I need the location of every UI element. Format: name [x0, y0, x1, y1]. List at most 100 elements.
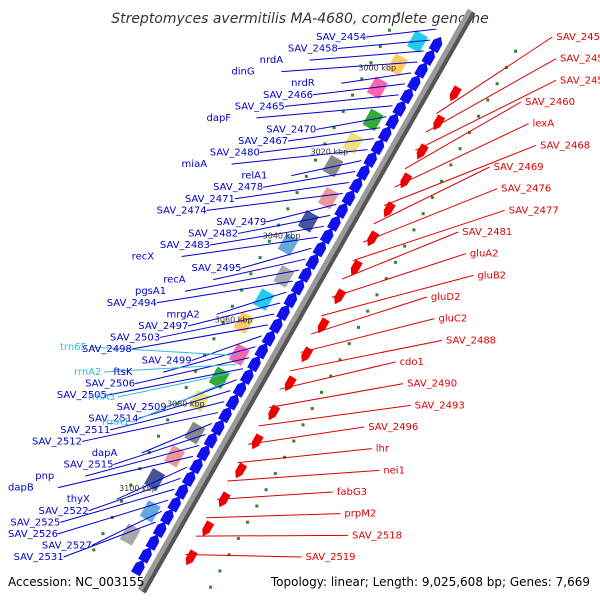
- gene-label: dapF: [206, 113, 231, 124]
- reverse-gene-arrow: [251, 433, 264, 450]
- feature-block: [188, 389, 210, 413]
- tick-dot: [314, 158, 318, 162]
- gene-label: gluD2: [431, 292, 461, 303]
- tick-dot: [212, 337, 216, 341]
- leader-line: [237, 448, 372, 464]
- backbone-line: [137, 8, 473, 592]
- forward-gene-arrow: [247, 355, 261, 373]
- leader-line: [234, 181, 349, 200]
- tick-dot: [332, 126, 336, 130]
- leader-line: [362, 188, 498, 243]
- reverse-gene-arrow: [449, 85, 462, 102]
- leader-line: [289, 339, 443, 372]
- gene-label: SAV_2474: [157, 205, 207, 216]
- gene-label: SAV_2455: [560, 75, 600, 86]
- gene-label: SAV_2482: [188, 228, 238, 239]
- forward-gene-arrow: [312, 241, 327, 258]
- gene-label: SAV_2505: [57, 390, 107, 401]
- forward-gene-arrow: [428, 36, 443, 54]
- reverse-gene-arrow: [350, 259, 363, 276]
- leader-line: [342, 231, 459, 280]
- leader-line: [91, 510, 163, 546]
- forward-gene-arrow: [160, 508, 174, 526]
- gene-label: cdo1: [400, 357, 424, 368]
- gene-label: SAV_2490: [407, 379, 457, 390]
- leader-line: [156, 280, 293, 304]
- gene-label: SAV_2467: [238, 136, 288, 147]
- tick-dot: [375, 293, 379, 297]
- tick-dot: [387, 28, 391, 32]
- leader-line: [135, 357, 250, 385]
- reverse-gene-arrow: [235, 462, 248, 479]
- gene-label: gluA2: [470, 249, 499, 260]
- forward-gene-arrow: [167, 496, 181, 513]
- map-title: Streptomyces avermitilis MA-4680, comple…: [111, 11, 489, 27]
- tick-dot: [329, 374, 333, 378]
- gene-label: miaA: [182, 159, 208, 170]
- leader-line: [415, 79, 557, 151]
- rna-label: rrnA1: [102, 417, 129, 428]
- reverse-gene-arrow: [284, 375, 297, 392]
- forward-gene-arrow: [305, 253, 319, 271]
- tick-dot: [467, 130, 471, 134]
- tick-dot: [347, 342, 351, 346]
- leader-line: [60, 488, 175, 523]
- leader-line: [262, 171, 356, 188]
- gene-label: SAV_2527: [42, 540, 92, 551]
- gene-label: SAV_2460: [525, 97, 575, 108]
- backbone-shadow: [140, 10, 476, 594]
- gene-label: SAV_2450: [556, 32, 600, 43]
- gene-label: SAV_2526: [8, 529, 58, 540]
- leader-line: [216, 491, 333, 500]
- leader-line: [106, 368, 243, 396]
- leader-line: [248, 426, 365, 445]
- feature-block: [139, 500, 161, 523]
- gene-label: SAV_2512: [32, 436, 82, 447]
- gene-label: dapA: [92, 448, 118, 459]
- tick-dot: [397, 12, 401, 16]
- tick-dot: [458, 147, 462, 151]
- leader-line: [206, 192, 343, 211]
- leader-line: [57, 455, 194, 489]
- feature-block: [322, 154, 344, 178]
- forward-gene-arrow: [268, 317, 283, 334]
- forward-gene-arrow: [348, 177, 363, 194]
- leader-line: [89, 346, 242, 357]
- forward-gene-arrow: [334, 202, 348, 220]
- leader-line: [131, 324, 268, 350]
- tick-dot: [369, 61, 373, 65]
- leader-line: [279, 361, 396, 390]
- tick-dot: [236, 536, 240, 540]
- leader-line: [88, 477, 181, 512]
- leader-line: [321, 274, 474, 317]
- gene-label: SAV_2498: [82, 344, 132, 355]
- tick-dot: [92, 548, 96, 552]
- forward-gene-arrow: [210, 419, 225, 437]
- gene-label: nei1: [383, 465, 405, 476]
- leader-line: [209, 225, 324, 246]
- tick-dot: [514, 49, 518, 53]
- forward-gene-arrow: [203, 432, 218, 449]
- gene-label: SAV_2518: [352, 530, 402, 541]
- kbp-label: 3000 kbp: [358, 63, 396, 72]
- tick-dot: [378, 44, 382, 48]
- leader-line: [159, 313, 275, 338]
- gene-label: ftsK: [113, 367, 132, 378]
- tick-dot: [120, 499, 124, 503]
- tick-dot: [227, 553, 231, 557]
- feature-block: [297, 210, 319, 233]
- feature-block: [119, 523, 141, 546]
- feature-block: [366, 76, 388, 100]
- leader-line: [404, 101, 522, 170]
- forward-gene-arrow: [421, 49, 436, 66]
- gene-label: SAV_2483: [160, 240, 210, 251]
- forward-gene-arrow: [392, 100, 406, 118]
- gene-label: SAV_2451: [560, 54, 600, 65]
- leader-line: [366, 28, 437, 38]
- gene-label: nrdR: [291, 78, 315, 89]
- gene-label: SAV_2494: [107, 298, 157, 309]
- gene-label: SAV_2468: [540, 140, 590, 151]
- feature-block: [277, 233, 299, 256]
- tick-dot: [286, 207, 290, 211]
- leader-line: [188, 302, 281, 327]
